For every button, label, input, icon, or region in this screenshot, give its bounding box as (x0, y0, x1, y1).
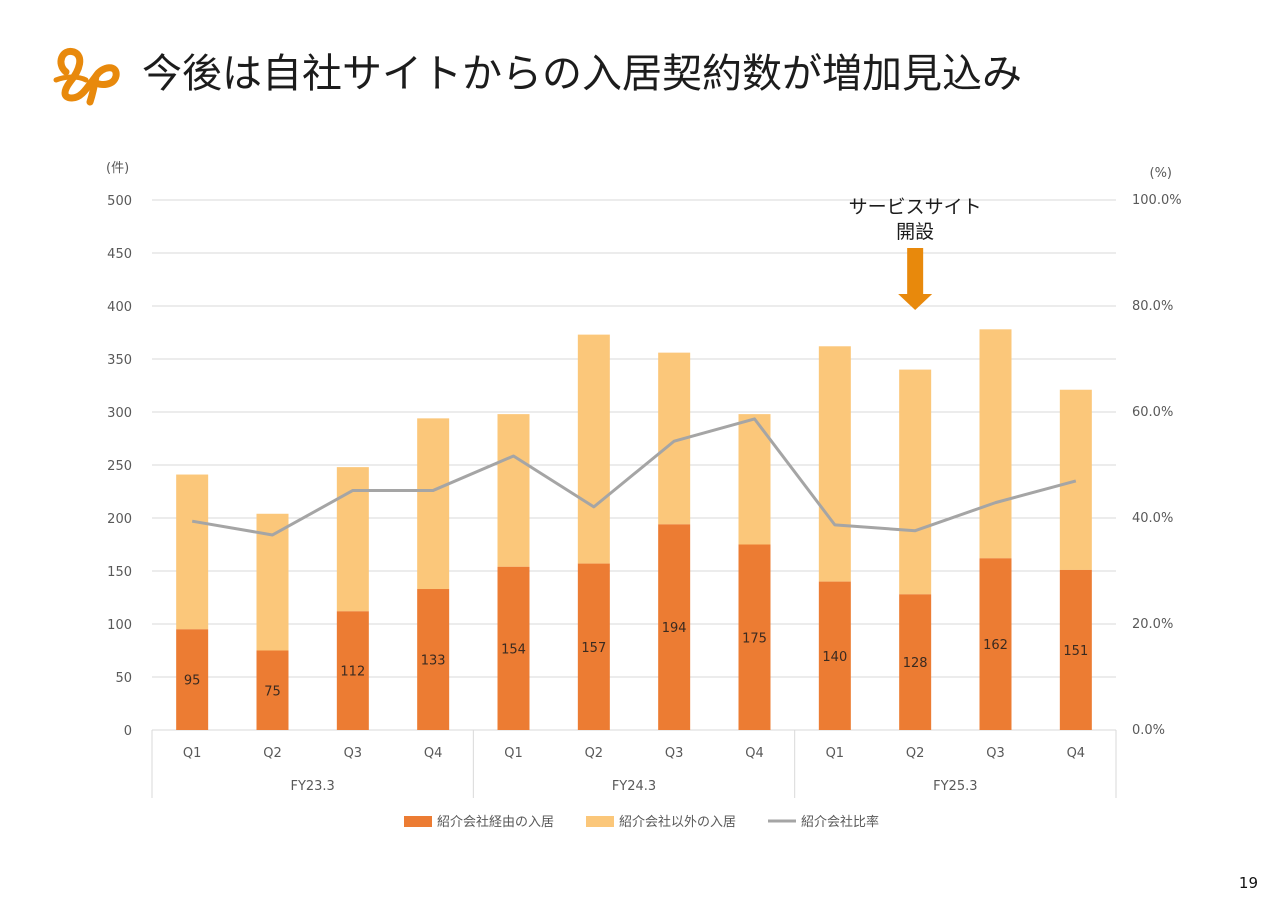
bar-other-move-in (417, 418, 450, 590)
legend-bar-swatch (404, 816, 432, 827)
bar-data-label: 157 (581, 641, 606, 656)
bar-other-move-in (497, 414, 530, 567)
x-tick-label: Q2 (263, 746, 282, 761)
slide-header: 今後は自社サイトからの入居契約数が増加見込み (0, 0, 1280, 120)
bar-data-label: 112 (340, 665, 365, 680)
left-axis-tick-label: 250 (107, 459, 132, 474)
bar-referral-move-in (256, 650, 289, 730)
left-axis-tick-label: 400 (107, 300, 132, 315)
bar-other-move-in (176, 474, 209, 630)
left-axis-tick-label: 500 (107, 194, 132, 209)
right-axis-tick-label: 40.0% (1132, 511, 1173, 526)
left-axis-tick-label: 100 (107, 618, 132, 633)
right-axis-tick-label: 20.0% (1132, 617, 1173, 632)
annotation-arrow-down-icon (898, 294, 933, 310)
left-axis-unit: (件) (106, 161, 129, 176)
x-tick-label: Q1 (183, 746, 202, 761)
bar-data-label: 151 (1063, 644, 1088, 659)
right-axis-unit: (%) (1150, 166, 1173, 181)
bar-referral-move-in (577, 563, 610, 730)
bar-other-move-in (738, 414, 771, 545)
legend-bar-swatch (586, 816, 614, 827)
left-axis-tick-label: 50 (115, 671, 132, 686)
right-axis-tick-label: 80.0% (1132, 299, 1173, 314)
annotation-text: 開設 (896, 221, 934, 243)
lp-brand-logo-icon (53, 47, 120, 106)
bar-data-label: 75 (264, 684, 281, 699)
bar-referral-move-in (497, 566, 530, 730)
left-axis-tick-label: 300 (107, 406, 132, 421)
bar-data-label: 162 (983, 638, 1008, 653)
bar-data-label: 175 (742, 631, 767, 646)
bar-referral-move-in (176, 629, 209, 730)
x-tick-label: Q3 (344, 746, 363, 761)
annotation-arrow-shaft (907, 248, 924, 294)
bar-referral-move-in (336, 611, 369, 730)
x-tick-label: Q4 (424, 746, 443, 761)
bar-referral-move-in (818, 581, 851, 730)
bar-referral-move-in (979, 558, 1012, 730)
annotation-text: サービスサイト (849, 196, 982, 218)
page-number: 19 (1238, 874, 1258, 892)
legend-label: 紹介会社以外の入居 (619, 814, 736, 830)
bar-data-label: 133 (421, 654, 446, 669)
x-tick-label: Q4 (1067, 746, 1086, 761)
left-axis-tick-label: 150 (107, 565, 132, 580)
left-axis-tick-label: 350 (107, 353, 132, 368)
x-tick-label: Q2 (906, 746, 925, 761)
group-label: FY25.3 (933, 779, 977, 794)
bar-referral-move-in (899, 594, 932, 730)
bar-other-move-in (979, 329, 1012, 559)
left-axis-tick-label: 450 (107, 247, 132, 262)
group-label: FY23.3 (290, 779, 334, 794)
bar-data-label: 140 (822, 650, 847, 665)
bar-referral-move-in (1059, 569, 1092, 730)
legend-label: 紹介会社比率 (801, 814, 879, 830)
bar-other-move-in (577, 334, 610, 564)
x-tick-label: Q1 (504, 746, 523, 761)
right-axis-tick-label: 0.0% (1132, 723, 1165, 738)
x-tick-label: Q3 (986, 746, 1005, 761)
bar-referral-move-in (658, 524, 691, 730)
bar-data-label: 194 (662, 621, 687, 636)
bar-referral-move-in (417, 589, 450, 730)
page-title: 今後は自社サイトからの入居契約数が増加見込み (142, 51, 1022, 97)
bar-other-move-in (256, 513, 289, 651)
left-axis-tick-label: 0 (124, 724, 132, 739)
right-axis-tick-label: 60.0% (1132, 405, 1173, 420)
left-axis-tick-label: 200 (107, 512, 132, 527)
bar-referral-move-in (738, 544, 771, 730)
right-axis-tick-label: 100.0% (1132, 193, 1182, 208)
group-label: FY24.3 (612, 779, 656, 794)
bar-other-move-in (1059, 389, 1092, 570)
legend-label: 紹介会社経由の入居 (437, 814, 554, 830)
ratio-line (191, 417, 1077, 537)
x-tick-label: Q3 (665, 746, 684, 761)
bar-other-move-in (336, 467, 369, 612)
bar-other-move-in (818, 346, 851, 582)
bar-data-label: 154 (501, 642, 526, 657)
x-tick-label: Q1 (826, 746, 845, 761)
bar-data-label: 95 (184, 674, 201, 689)
x-tick-label: Q2 (585, 746, 604, 761)
bar-data-label: 128 (903, 656, 928, 671)
x-tick-label: Q4 (745, 746, 764, 761)
bar-other-move-in (899, 369, 932, 595)
